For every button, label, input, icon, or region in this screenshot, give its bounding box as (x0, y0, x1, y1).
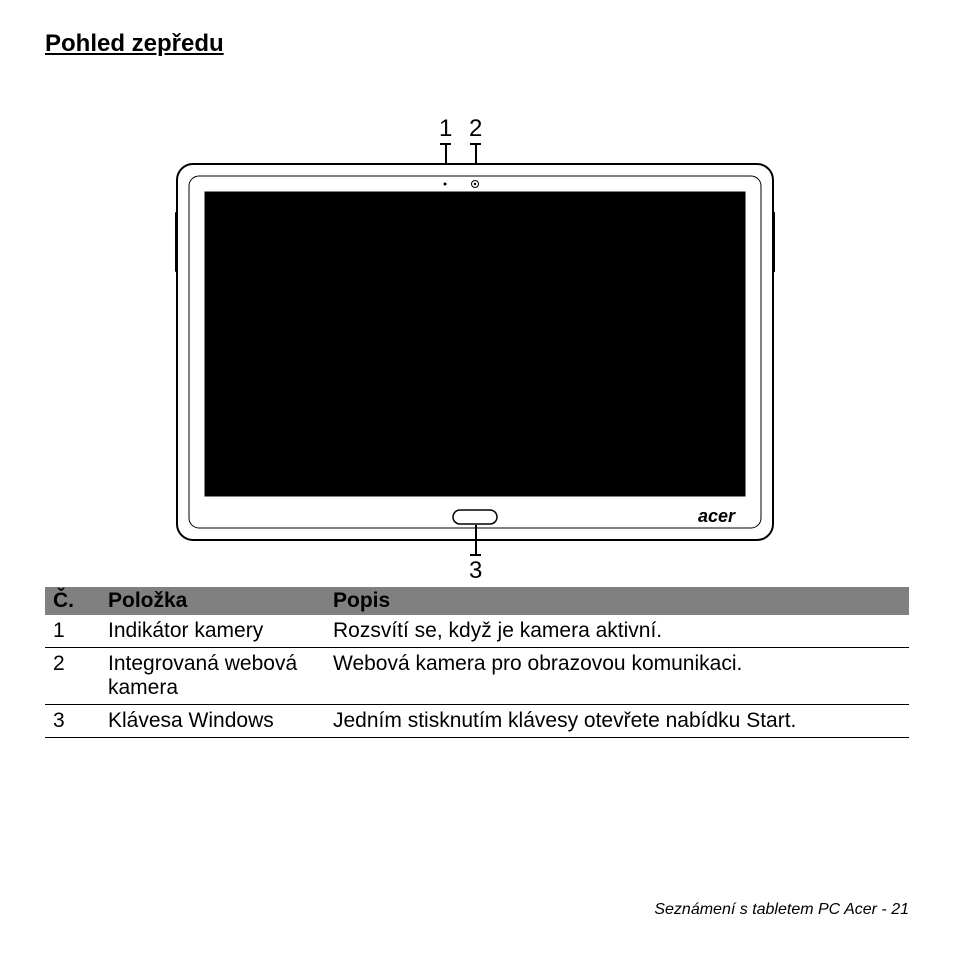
callout-3: 3 (469, 557, 482, 585)
cell-desc: Rozsvítí se, když je kamera aktivní. (325, 615, 909, 648)
tablet-illustration: acer (175, 162, 775, 542)
cell-num: 3 (45, 705, 100, 738)
callout-tick-1 (440, 143, 451, 145)
cell-item: Klávesa Windows (100, 705, 325, 738)
section-title: Pohled zepředu (45, 30, 909, 62)
table-row: 2 Integrovaná webová kamera Webová kamer… (45, 648, 909, 705)
page-footer: Seznámení s tabletem PC Acer - 21 (654, 901, 909, 919)
header-item: Položka (100, 587, 325, 615)
callout-2: 2 (469, 115, 482, 143)
table-row: 3 Klávesa Windows Jedním stisknutím kláv… (45, 705, 909, 738)
cell-item: Indikátor kamery (100, 615, 325, 648)
cell-num: 1 (45, 615, 100, 648)
header-desc: Popis (325, 587, 909, 615)
header-num: Č. (45, 587, 100, 615)
diagram-container: 1 2 acer 3 (45, 67, 909, 587)
cell-num: 2 (45, 648, 100, 705)
cell-item: Integrovaná webová kamera (100, 648, 325, 705)
cell-desc: Webová kamera pro obrazovou komunikaci. (325, 648, 909, 705)
brand-logo: acer (698, 506, 736, 526)
cell-desc: Jedním stisknutím klávesy otevřete nabíd… (325, 705, 909, 738)
parts-table: Č. Položka Popis 1 Indikátor kamery Rozs… (45, 587, 909, 738)
table-row: 1 Indikátor kamery Rozsvítí se, když je … (45, 615, 909, 648)
callout-tick-2 (470, 143, 481, 145)
callout-1: 1 (439, 115, 452, 143)
table-header-row: Č. Položka Popis (45, 587, 909, 615)
callout-tick-3 (470, 554, 481, 556)
callout-line-3 (475, 525, 477, 555)
